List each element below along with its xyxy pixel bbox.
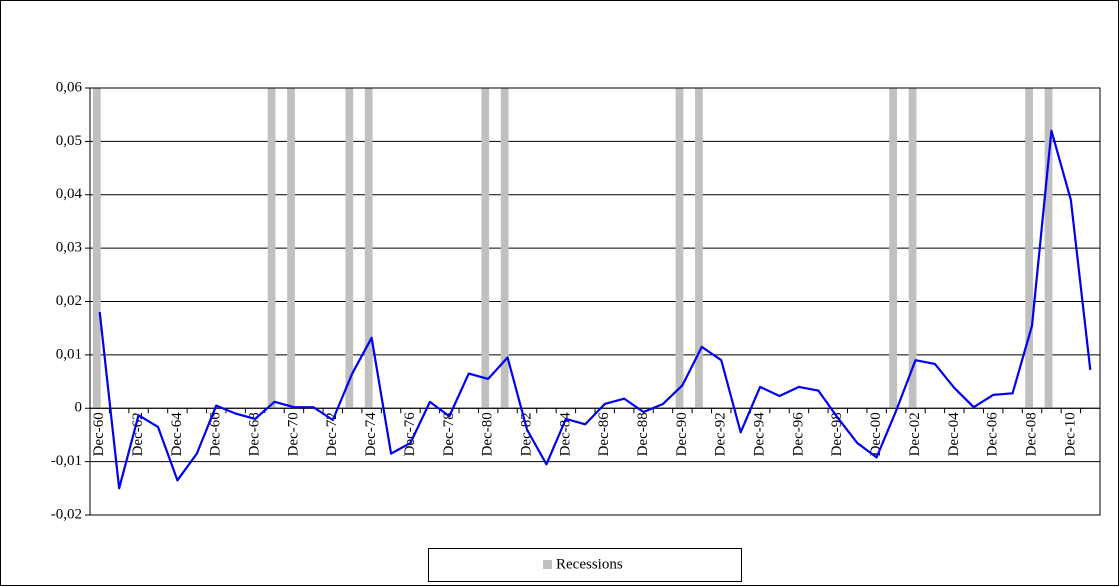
y-tick-label: 0,03 — [56, 240, 82, 256]
plot-border — [89, 87, 1101, 516]
recession-bar — [364, 88, 373, 409]
recession-bar — [1025, 88, 1033, 409]
x-tick-label: Dec-78 — [441, 412, 457, 456]
y-tick-label: 0,05 — [56, 133, 82, 149]
x-tick-label: Dec-70 — [285, 412, 301, 456]
y-tick-label: 0,06 — [56, 79, 83, 95]
y-tick-label: -0,01 — [51, 453, 82, 469]
data-line — [98, 129, 1092, 490]
x-tick-label: Dec-92 — [713, 412, 729, 456]
legend: Recessions — [428, 548, 742, 582]
x-tick-label: Dec-08 — [1023, 412, 1039, 456]
y-tick-label: 0,02 — [56, 293, 82, 309]
x-tick-label: Dec-68 — [247, 412, 263, 456]
x-tick-label: Dec-64 — [169, 412, 185, 457]
recession-bar — [908, 88, 917, 409]
recession-bar — [92, 88, 101, 409]
x-tick-label: Dec-62 — [130, 412, 146, 456]
legend-box — [428, 548, 742, 582]
x-tick-label: Dec-66 — [208, 412, 224, 457]
x-tick-label: Dec-94 — [752, 412, 768, 457]
x-tick-label: Dec-02 — [907, 412, 923, 456]
recession-bar — [500, 88, 509, 409]
recession-bar — [675, 88, 684, 409]
recession-bar — [695, 88, 703, 409]
x-tick-label: Dec-10 — [1062, 412, 1078, 456]
x-tick-label: Dec-74 — [363, 412, 379, 457]
recession-bar — [889, 88, 898, 409]
x-tick-label: Dec-80 — [480, 412, 496, 456]
recession-bar — [1044, 88, 1053, 409]
y-tick-label: 0,04 — [56, 186, 83, 202]
recession-bar — [287, 88, 295, 409]
x-tick-label: Dec-60 — [91, 412, 107, 456]
x-tick-label: Dec-72 — [324, 412, 340, 456]
recession-bar — [345, 88, 354, 409]
x-tick-label: Dec-90 — [674, 412, 690, 456]
x-tick-label: Dec-84 — [557, 412, 573, 457]
y-tick-label: 0,01 — [56, 346, 82, 362]
x-tick-label: Dec-04 — [946, 412, 962, 457]
x-tick-label: Dec-86 — [596, 412, 612, 457]
recession-bar — [481, 88, 490, 409]
y-tick-label: -0,02 — [51, 506, 82, 522]
x-tick-label: Dec-82 — [518, 412, 534, 456]
x-tick-label: Dec-06 — [985, 412, 1001, 457]
legend-swatch — [543, 560, 552, 569]
y-tick-label: 0 — [75, 400, 83, 416]
recession-bar — [267, 88, 276, 409]
x-tick-label: Dec-88 — [635, 412, 651, 456]
x-tick-label: Dec-96 — [790, 412, 806, 457]
x-tick-label: Dec-00 — [868, 412, 884, 456]
legend-label: Recessions — [556, 556, 623, 572]
